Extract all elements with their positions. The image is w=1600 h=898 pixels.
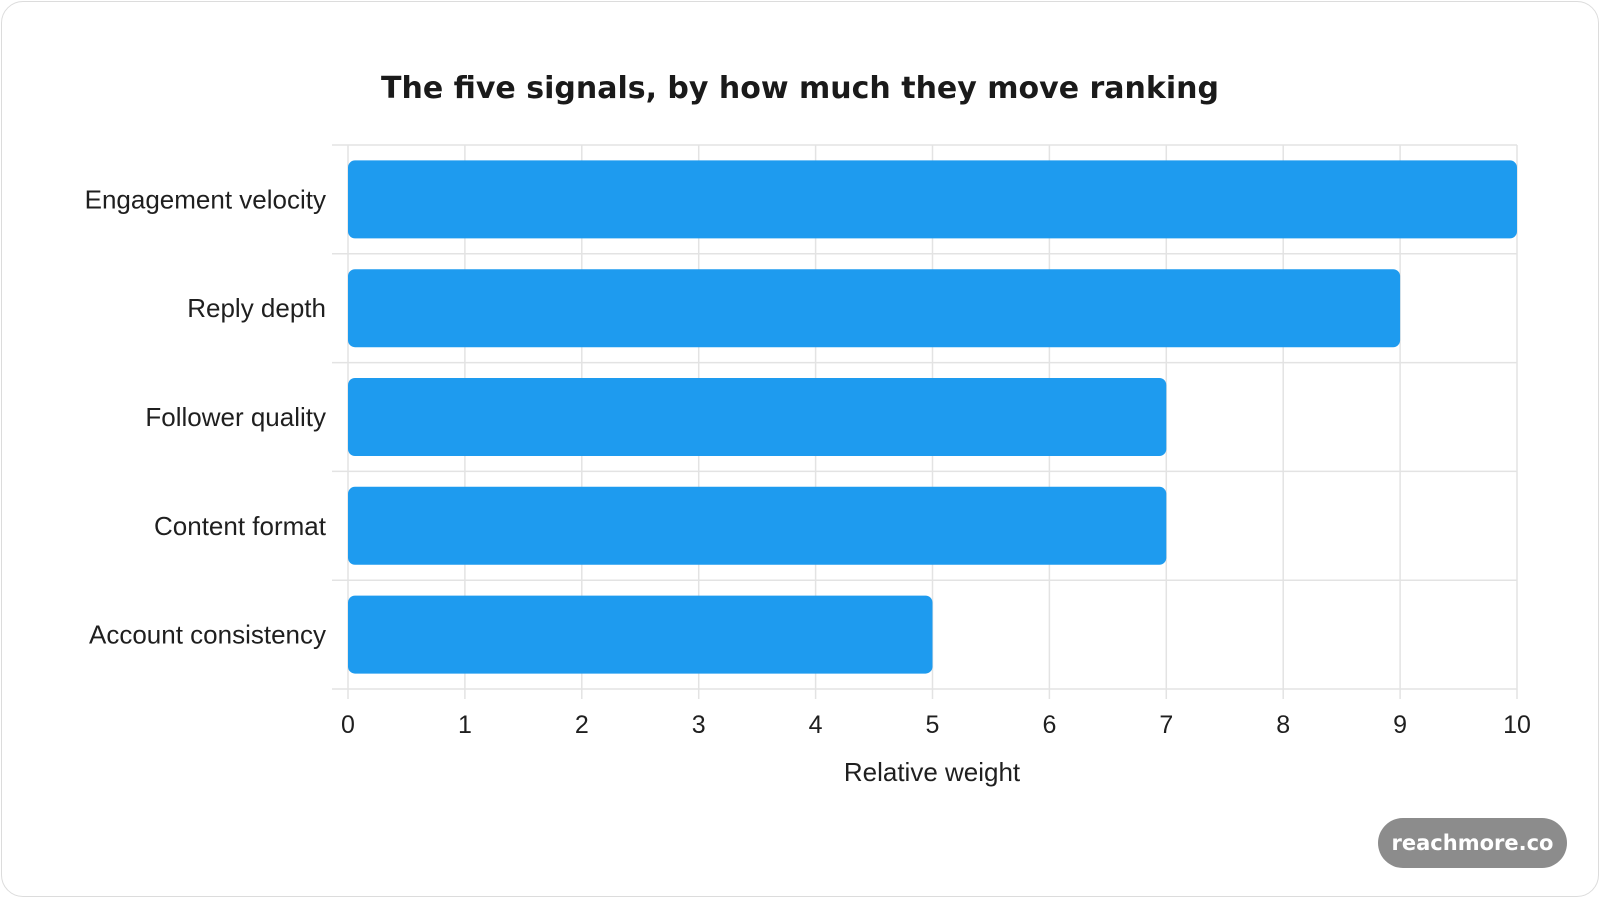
bar [348,378,1167,456]
category-label: Account consistency [89,620,326,650]
x-tick-label: 7 [1159,711,1173,739]
x-tick-label: 4 [809,711,823,739]
x-tick-label: 9 [1393,711,1407,739]
x-tick-label: 0 [341,711,355,739]
category-labels: Engagement velocity Reply depth Follower q… [85,184,327,649]
bar [348,486,1167,565]
category-label: Follower quality [145,402,326,432]
x-tick-label: 3 [692,711,706,739]
category-label: Content format [154,511,327,541]
bars [348,160,1517,674]
x-tick-labels: 0 1 2 3 4 5 6 7 8 9 10 [341,711,1531,739]
chart-title: The five signals, by how much they move … [381,71,1219,106]
bar [348,595,933,674]
x-tick-label: 2 [575,711,589,739]
x-axis-title: Relative weight [844,757,1021,787]
bar [348,269,1401,348]
category-label: Engagement velocity [85,184,326,214]
x-tick-label: 8 [1276,711,1290,739]
x-tick-label: 10 [1503,711,1531,739]
x-tick-label: 1 [458,711,472,739]
x-tick-label: 5 [926,711,940,739]
watermark-badge: reachmore.co [1378,818,1567,868]
category-label: Reply depth [187,293,326,323]
bar [348,160,1517,239]
x-tick-label: 6 [1042,711,1056,739]
